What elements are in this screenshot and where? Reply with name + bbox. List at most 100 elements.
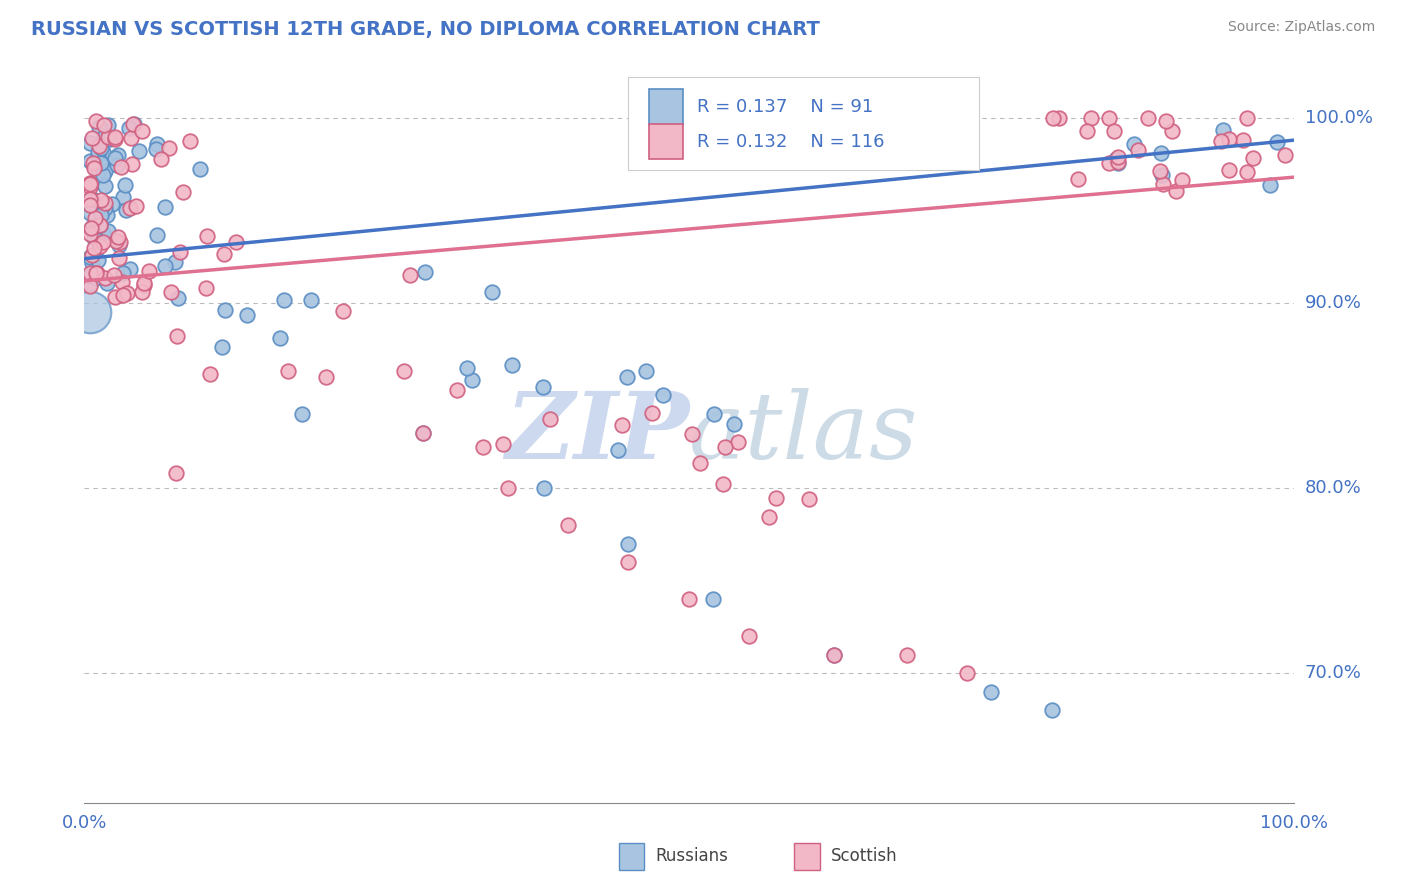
Point — [91, 198, 114, 212]
Point — [823, 648, 845, 662]
Point — [94, 178, 117, 193]
Point — [172, 186, 194, 200]
Point — [118, 201, 141, 215]
Point — [681, 427, 703, 442]
Point — [896, 648, 918, 662]
Point — [153, 259, 176, 273]
Point — [84, 211, 107, 226]
Point — [79, 268, 101, 283]
Point — [765, 491, 787, 506]
Point — [83, 231, 105, 245]
Point — [87, 165, 110, 179]
Point — [86, 145, 108, 159]
Point — [651, 388, 673, 402]
Text: 100.0%: 100.0% — [1305, 109, 1372, 127]
Point — [610, 418, 633, 433]
Point — [79, 192, 101, 206]
Point — [1171, 173, 1194, 187]
Point — [1218, 163, 1240, 178]
Point — [1098, 111, 1121, 125]
Point — [79, 227, 101, 242]
Point — [104, 234, 127, 248]
Point — [634, 363, 657, 377]
Text: Russians: Russians — [655, 847, 728, 865]
Point — [149, 152, 172, 166]
FancyBboxPatch shape — [628, 78, 979, 169]
Point — [103, 268, 125, 283]
Point — [80, 248, 103, 262]
Point — [94, 201, 117, 215]
Point — [114, 178, 136, 192]
Point — [79, 206, 101, 220]
Point — [83, 241, 105, 255]
Point — [84, 266, 107, 280]
Point — [1107, 155, 1129, 169]
Point — [84, 270, 107, 285]
Point — [713, 440, 735, 454]
Point — [120, 130, 142, 145]
Point — [273, 293, 295, 308]
Point — [616, 370, 638, 384]
Point — [738, 629, 761, 643]
Point — [112, 288, 135, 302]
Point — [122, 117, 145, 131]
Point — [132, 277, 155, 291]
Point — [1212, 122, 1234, 136]
Point — [105, 158, 128, 172]
Point — [90, 141, 112, 155]
Point — [1241, 151, 1264, 165]
Point — [91, 226, 114, 240]
Point — [90, 208, 112, 222]
Point — [617, 555, 640, 569]
Point — [1265, 136, 1288, 150]
Point — [93, 195, 115, 210]
Text: RUSSIAN VS SCOTTISH 12TH GRADE, NO DIPLOMA CORRELATION CHART: RUSSIAN VS SCOTTISH 12TH GRADE, NO DIPLO… — [31, 20, 820, 38]
Text: atlas: atlas — [689, 388, 918, 477]
Point — [83, 161, 105, 175]
Point — [89, 238, 111, 252]
Point — [195, 229, 218, 244]
Point — [1232, 133, 1254, 147]
Point — [101, 196, 124, 211]
Point — [163, 254, 186, 268]
Point — [89, 218, 111, 232]
Point — [83, 226, 105, 240]
Point — [538, 412, 561, 426]
Point — [617, 536, 640, 550]
Point — [641, 406, 664, 420]
Point — [82, 156, 104, 170]
Point — [82, 220, 104, 235]
Point — [79, 179, 101, 194]
Point — [157, 141, 180, 155]
Point — [703, 407, 725, 421]
Point — [179, 134, 201, 148]
Text: 90.0%: 90.0% — [1305, 294, 1361, 312]
Point — [94, 271, 117, 285]
Point — [104, 151, 127, 165]
Point — [606, 442, 628, 457]
Point — [1236, 165, 1258, 179]
Point — [155, 201, 177, 215]
Point — [1080, 111, 1102, 125]
Point — [1047, 111, 1070, 125]
Point — [727, 434, 749, 449]
Point — [111, 266, 134, 280]
Point — [165, 466, 187, 480]
Text: 70.0%: 70.0% — [1305, 665, 1361, 682]
Point — [446, 383, 468, 397]
Point — [93, 145, 115, 159]
Point — [138, 263, 160, 277]
Point — [1126, 144, 1149, 158]
Point — [79, 277, 101, 292]
Point — [82, 131, 104, 145]
Point — [1150, 146, 1173, 161]
Point — [1105, 152, 1128, 166]
Point — [79, 279, 101, 293]
Point — [84, 113, 107, 128]
Point — [104, 289, 127, 303]
Point — [115, 286, 138, 301]
Point — [146, 227, 169, 242]
Point — [211, 340, 233, 354]
Point — [90, 156, 112, 170]
Point — [531, 380, 554, 394]
